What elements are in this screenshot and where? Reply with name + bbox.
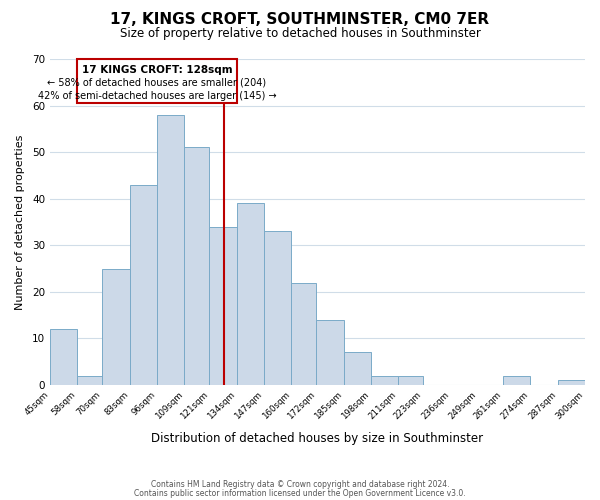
X-axis label: Distribution of detached houses by size in Southminster: Distribution of detached houses by size … xyxy=(151,432,484,445)
Text: Size of property relative to detached houses in Southminster: Size of property relative to detached ho… xyxy=(119,28,481,40)
Bar xyxy=(209,226,236,385)
Bar xyxy=(184,148,209,385)
Bar xyxy=(344,352,371,385)
Bar xyxy=(264,232,291,385)
Bar xyxy=(77,376,103,385)
Bar xyxy=(77,59,236,103)
Bar xyxy=(371,376,398,385)
Text: ← 58% of detached houses are smaller (204): ← 58% of detached houses are smaller (20… xyxy=(47,78,266,88)
Bar xyxy=(50,329,77,385)
Text: Contains HM Land Registry data © Crown copyright and database right 2024.: Contains HM Land Registry data © Crown c… xyxy=(151,480,449,489)
Text: 17, KINGS CROFT, SOUTHMINSTER, CM0 7ER: 17, KINGS CROFT, SOUTHMINSTER, CM0 7ER xyxy=(110,12,490,28)
Text: 42% of semi-detached houses are larger (145) →: 42% of semi-detached houses are larger (… xyxy=(38,90,276,101)
Bar xyxy=(130,184,157,385)
Bar xyxy=(398,376,424,385)
Text: 17 KINGS CROFT: 128sqm: 17 KINGS CROFT: 128sqm xyxy=(82,64,232,74)
Text: Contains public sector information licensed under the Open Government Licence v3: Contains public sector information licen… xyxy=(134,488,466,498)
Bar xyxy=(558,380,585,385)
Bar xyxy=(103,268,130,385)
Bar xyxy=(503,376,530,385)
Bar xyxy=(291,282,316,385)
Y-axis label: Number of detached properties: Number of detached properties xyxy=(15,134,25,310)
Bar xyxy=(157,115,184,385)
Bar xyxy=(316,320,344,385)
Bar xyxy=(236,204,264,385)
